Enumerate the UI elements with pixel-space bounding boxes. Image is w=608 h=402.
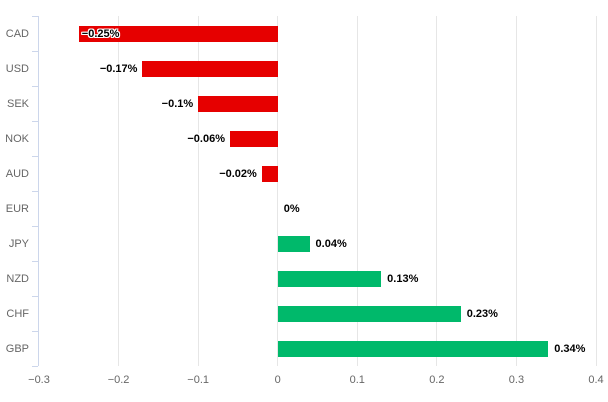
- category-label-nok: NOK: [5, 132, 29, 145]
- y-axis-tick: [32, 51, 38, 52]
- bar-chf: [277, 305, 461, 322]
- bar-sek: [198, 95, 278, 112]
- bar-value-label-cad: −0.25%: [81, 27, 120, 40]
- bar-value-label-sek: −0.1%: [161, 97, 194, 110]
- y-axis-tick: [32, 191, 38, 192]
- bar-value-label-jpy: 0.04%: [315, 237, 347, 250]
- gridline-0.1: [356, 16, 358, 366]
- category-label-eur: EUR: [5, 202, 29, 215]
- gridline-0.3: [515, 16, 517, 366]
- y-axis-tick: [32, 121, 38, 122]
- category-label-nzd: NZD: [6, 272, 29, 285]
- y-axis-tick: [32, 296, 38, 297]
- y-axis-tick: [32, 261, 38, 262]
- gridline--0.2: [118, 16, 120, 366]
- gridline-0.2: [436, 16, 438, 366]
- gridline--0.1: [197, 16, 199, 366]
- y-axis-tick: [32, 331, 38, 332]
- category-label-chf: CHF: [6, 307, 29, 320]
- bar-nzd: [277, 270, 382, 287]
- gridline-0: [277, 16, 279, 366]
- y-axis-tick: [32, 16, 38, 17]
- bar-value-label-chf: 0.23%: [466, 307, 498, 320]
- x-axis-tick-label-0: 0: [274, 374, 281, 386]
- gridline-0.4: [595, 16, 597, 366]
- x-axis-tick-label-0.2: 0.2: [429, 374, 445, 386]
- bar-cad: [78, 25, 278, 42]
- category-label-usd: USD: [5, 62, 29, 75]
- bar-jpy: [277, 235, 310, 252]
- category-label-jpy: JPY: [8, 237, 29, 250]
- y-axis-tick: [32, 156, 38, 157]
- bar-aud: [261, 165, 278, 182]
- y-axis-tick: [32, 226, 38, 227]
- x-axis-tick-label-0.4: 0.4: [588, 374, 604, 386]
- category-label-gbp: GBP: [5, 342, 29, 355]
- x-axis-tick-label-−0.2: −0.2: [107, 374, 130, 386]
- bar-value-label-gbp: 0.34%: [554, 342, 586, 355]
- bar-usd: [142, 60, 278, 77]
- y-axis-tick: [32, 86, 38, 87]
- x-axis-tick-label-−0.3: −0.3: [28, 374, 50, 386]
- bar-nok: [229, 130, 278, 147]
- category-label-cad: CAD: [5, 27, 29, 40]
- category-label-aud: AUD: [5, 167, 29, 180]
- y-axis-tick: [32, 366, 38, 367]
- y-axis-line: [38, 16, 39, 366]
- bar-value-label-nzd: 0.13%: [387, 272, 419, 285]
- x-axis-tick-label-0.3: 0.3: [508, 374, 525, 386]
- bar-value-label-nok: −0.06%: [187, 132, 225, 145]
- bar-value-label-usd: −0.17%: [99, 62, 138, 75]
- x-axis-tick-label-−0.1: −0.1: [187, 374, 209, 386]
- bar-gbp: [277, 340, 549, 357]
- bar-value-label-eur: 0%: [283, 202, 300, 215]
- bar-value-label-aud: −0.02%: [219, 167, 257, 180]
- category-label-sek: SEK: [6, 97, 29, 110]
- x-axis-tick-label-0.1: 0.1: [349, 374, 365, 386]
